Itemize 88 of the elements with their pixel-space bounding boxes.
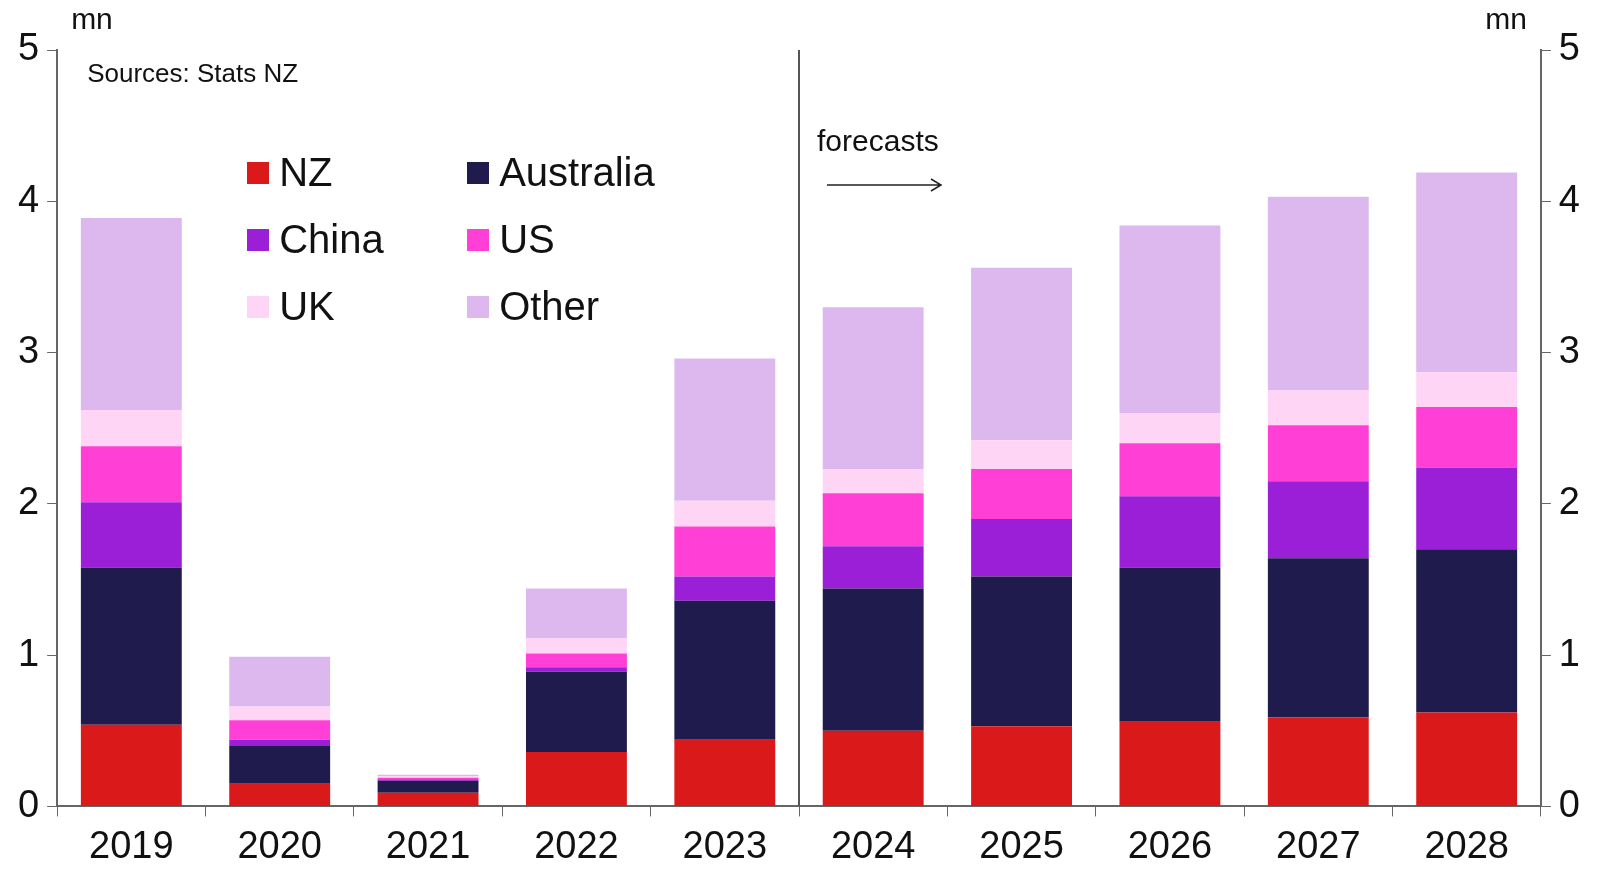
bar bbox=[1267, 558, 1369, 718]
bar bbox=[1119, 443, 1221, 497]
bar bbox=[525, 751, 627, 806]
bar bbox=[80, 410, 182, 447]
bar bbox=[1119, 496, 1221, 568]
x-tick-label: 2026 bbox=[1127, 823, 1213, 866]
bar bbox=[1416, 467, 1518, 550]
bar bbox=[80, 446, 182, 503]
bar bbox=[80, 724, 182, 806]
bar bbox=[674, 526, 776, 577]
bar bbox=[229, 783, 331, 806]
bar bbox=[822, 546, 924, 589]
y2-axis-title: mn bbox=[1485, 2, 1527, 36]
bar bbox=[1267, 196, 1369, 391]
bar bbox=[1416, 712, 1518, 806]
y2-tick-label: 2 bbox=[1558, 480, 1581, 523]
bar bbox=[674, 600, 776, 740]
bar bbox=[674, 358, 776, 501]
bar bbox=[229, 656, 331, 707]
x-tick-label: 2027 bbox=[1276, 823, 1361, 866]
bar bbox=[80, 217, 182, 411]
annotation: Sources: Stats NZ bbox=[87, 58, 299, 89]
bar bbox=[229, 745, 331, 784]
bar bbox=[971, 469, 1073, 519]
x-tick-label: 2025 bbox=[979, 823, 1064, 866]
y2-tick-label: 0 bbox=[1558, 782, 1581, 825]
bar bbox=[1119, 413, 1221, 444]
bar bbox=[229, 739, 331, 746]
x-tick-label: 2019 bbox=[89, 823, 174, 866]
bar bbox=[525, 638, 627, 654]
y-tick-label: 1 bbox=[17, 631, 40, 674]
bar bbox=[822, 493, 924, 547]
bar bbox=[1267, 481, 1369, 559]
bar bbox=[1416, 372, 1518, 408]
y2-tick-label: 1 bbox=[1558, 631, 1581, 674]
y-tick-label: 5 bbox=[17, 26, 40, 69]
bar bbox=[822, 307, 924, 470]
bar bbox=[229, 706, 331, 721]
y-axis-title: mn bbox=[71, 2, 113, 36]
bar bbox=[80, 502, 182, 568]
x-tick-label: 2022 bbox=[534, 823, 619, 866]
bar bbox=[1267, 390, 1369, 426]
y-tick-label: 2 bbox=[17, 480, 40, 523]
y2-tick-label: 3 bbox=[1558, 329, 1581, 372]
x-tick-label: 2023 bbox=[682, 823, 768, 866]
bar bbox=[1119, 225, 1221, 414]
bar bbox=[1267, 717, 1369, 806]
bar bbox=[1416, 549, 1518, 713]
bar bbox=[377, 780, 479, 793]
bar bbox=[1416, 407, 1518, 468]
bar bbox=[525, 653, 627, 668]
y2-tick-label: 4 bbox=[1558, 177, 1581, 220]
bar bbox=[1119, 721, 1221, 806]
bar bbox=[1119, 567, 1221, 722]
legend-label: Other bbox=[499, 284, 600, 329]
bar bbox=[525, 588, 627, 639]
bar bbox=[971, 518, 1073, 577]
x-tick-label: 2021 bbox=[385, 823, 471, 866]
legend-label: NZ bbox=[279, 150, 333, 195]
bar bbox=[971, 267, 1073, 441]
y-tick-label: 3 bbox=[17, 329, 40, 372]
legend-label: UK bbox=[279, 284, 335, 329]
legend-label: China bbox=[279, 217, 384, 262]
bar bbox=[674, 576, 776, 601]
bar bbox=[525, 671, 627, 752]
bar bbox=[674, 500, 776, 527]
y-tick-label: 4 bbox=[17, 177, 40, 220]
bar bbox=[1267, 425, 1369, 482]
legend-label: US bbox=[499, 217, 555, 262]
bar bbox=[525, 667, 627, 672]
bar bbox=[674, 739, 776, 806]
bar bbox=[971, 576, 1073, 727]
x-tick-label: 2020 bbox=[237, 823, 322, 866]
y-tick-label: 0 bbox=[17, 782, 40, 825]
bar bbox=[377, 792, 479, 806]
x-tick-label: 2028 bbox=[1424, 823, 1509, 866]
bar bbox=[80, 567, 182, 725]
x-tick-label: 2024 bbox=[830, 823, 916, 866]
bar bbox=[822, 730, 924, 806]
bar bbox=[822, 588, 924, 731]
legend-label: Australia bbox=[499, 150, 655, 195]
bar bbox=[971, 726, 1073, 806]
ref-line-label: forecasts bbox=[817, 124, 939, 158]
bar bbox=[822, 469, 924, 494]
bar bbox=[1416, 172, 1518, 373]
y2-tick-label: 5 bbox=[1558, 26, 1581, 69]
bar bbox=[971, 440, 1073, 470]
bar bbox=[229, 720, 331, 740]
